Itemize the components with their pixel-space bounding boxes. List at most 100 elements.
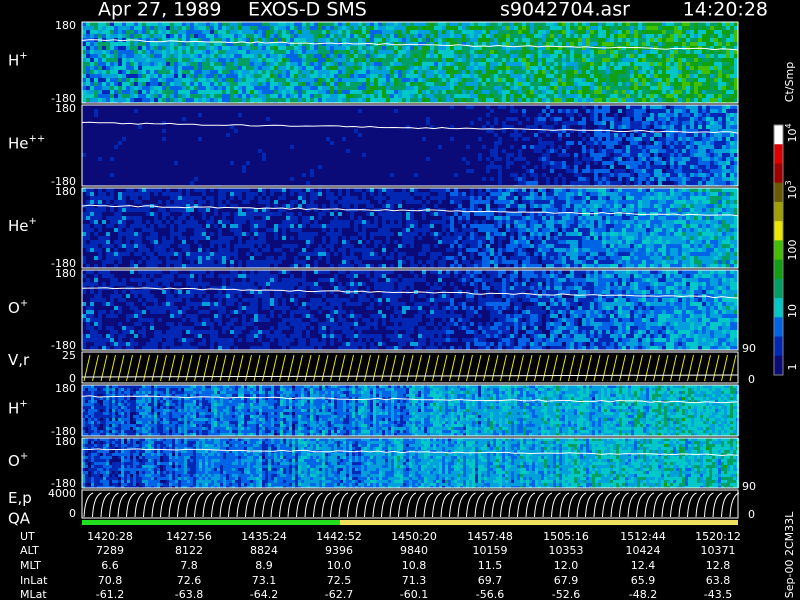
spectrogram-cell	[610, 98, 614, 102]
spectrogram-cell	[222, 66, 226, 70]
spectrogram-cell	[498, 74, 502, 78]
spectrogram-cell	[130, 113, 134, 117]
spectrogram-cell	[214, 173, 218, 177]
spectrogram-cell	[102, 109, 106, 113]
spectrogram-cell	[394, 82, 398, 86]
spectrogram-cell	[106, 30, 110, 34]
spectrogram-cell	[90, 137, 94, 141]
spectrogram-cell	[414, 62, 418, 66]
spectrogram-cell	[158, 78, 162, 82]
spectrogram-cell	[374, 117, 378, 121]
spectrogram-cell	[242, 58, 246, 62]
spectrogram-cell	[114, 157, 118, 161]
spectrogram-cell	[602, 86, 606, 90]
spectrogram-cell	[262, 46, 266, 50]
spectrogram-cell	[554, 66, 558, 70]
spectrogram-cell	[542, 34, 546, 38]
spectrogram-cell	[302, 137, 306, 141]
spectrogram-cell	[306, 54, 310, 58]
spectrogram-cell	[642, 90, 646, 94]
spectrogram-cell	[170, 82, 174, 86]
spectrogram-cell	[478, 58, 482, 62]
spectrogram-cell	[574, 30, 578, 34]
spectrogram-cell	[262, 50, 266, 54]
spectrogram-cell	[206, 82, 210, 86]
spectrogram-cell	[310, 169, 314, 173]
spectrogram-cell	[414, 74, 418, 78]
spectrogram-cell	[222, 34, 226, 38]
spectrogram-cell	[366, 62, 370, 66]
spectrogram-cell	[686, 26, 690, 30]
spectrogram-cell	[122, 54, 126, 58]
spectrogram-cell	[170, 58, 174, 62]
spectrogram-cell	[542, 82, 546, 86]
spectrogram-cell	[306, 62, 310, 66]
spectrogram-cell	[422, 22, 426, 26]
spectrogram-cell	[282, 34, 286, 38]
spectrogram-cell	[458, 50, 462, 54]
spectrogram-cell	[290, 181, 294, 185]
spectrogram-cell	[86, 133, 90, 137]
spectrogram-cell	[370, 62, 374, 66]
spectrogram-cell	[178, 165, 182, 169]
spectrogram-cell	[274, 177, 278, 181]
spectrogram-cell	[318, 78, 322, 82]
spectrogram-cell	[94, 58, 98, 62]
spectrogram-cell	[242, 50, 246, 54]
spectrogram-cell	[190, 26, 194, 30]
spectrogram-cell	[266, 66, 270, 70]
spectrogram-cell	[494, 34, 498, 38]
spectrogram-cell	[82, 34, 86, 38]
spectrogram-cell	[326, 149, 330, 153]
spectrogram-cell	[390, 38, 394, 42]
spectrogram-cell	[694, 22, 698, 26]
spectrogram-cell	[682, 98, 686, 102]
spectrogram-cell	[114, 46, 118, 50]
spectrogram-cell	[618, 62, 622, 66]
spectrogram-cell	[118, 181, 122, 185]
spectrogram-cell	[222, 145, 226, 149]
spectrogram-cell	[658, 78, 662, 82]
spectrogram-cell	[114, 58, 118, 62]
spectrogram-cell	[94, 173, 98, 177]
spectrogram-cell	[90, 121, 94, 125]
spectrogram-cell	[278, 30, 282, 34]
spectrogram-cell	[682, 34, 686, 38]
spectrogram-cell	[326, 98, 330, 102]
spectrogram-cell	[562, 90, 566, 94]
spectrogram-cell	[458, 98, 462, 102]
spectrogram-cell	[650, 22, 654, 26]
spectrogram-cell	[506, 74, 510, 78]
spectrogram-cell	[710, 30, 714, 34]
spectrogram-cell	[230, 117, 234, 121]
spectrogram-cell	[226, 98, 230, 102]
spectrogram-cell	[322, 74, 326, 78]
spectrogram-cell	[310, 86, 314, 90]
spectrogram-cell	[126, 173, 130, 177]
spectrogram-cell	[302, 165, 306, 169]
spectrogram-cell	[270, 58, 274, 62]
spectrogram-cell	[226, 177, 230, 181]
spectrogram-cell	[218, 74, 222, 78]
spectrogram-cell	[458, 26, 462, 30]
spectrogram-cell	[414, 38, 418, 42]
spectrogram-cell	[174, 98, 178, 102]
spectrogram-cell	[686, 50, 690, 54]
spectrogram-cell	[402, 58, 406, 62]
spectrogram-cell	[158, 50, 162, 54]
spectrogram-cell	[262, 113, 266, 117]
spectrogram-cell	[370, 153, 374, 157]
spectrogram-cell	[302, 105, 306, 109]
spectrogram-cell	[546, 54, 550, 58]
spectrogram-cell	[102, 50, 106, 54]
spectrogram-cell	[626, 62, 630, 66]
spectrogram-cell	[254, 66, 258, 70]
spectrogram-cell	[386, 94, 390, 98]
spectrogram-cell	[310, 50, 314, 54]
spectrogram-cell	[146, 169, 150, 173]
spectrogram-cell	[238, 181, 242, 185]
spectrogram-cell	[570, 70, 574, 74]
spectrogram-cell	[358, 113, 362, 117]
spectrogram-cell	[270, 42, 274, 46]
spectrogram-cell	[118, 153, 122, 157]
